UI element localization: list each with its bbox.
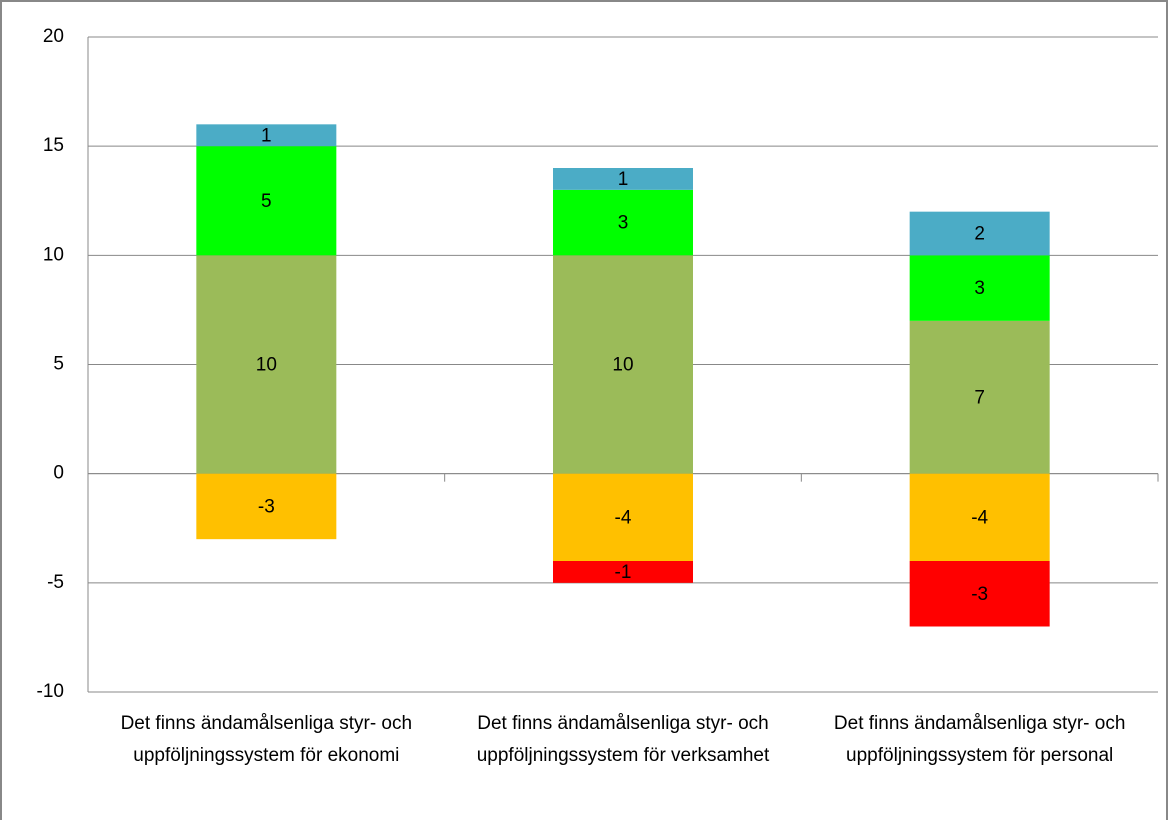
data-label: 1 xyxy=(261,125,272,146)
data-label: 5 xyxy=(261,191,272,212)
y-tick-label: -5 xyxy=(47,572,64,593)
data-label: 7 xyxy=(974,387,985,408)
bar-segment xyxy=(553,255,693,474)
data-label: 1 xyxy=(618,169,629,190)
y-tick-label: 5 xyxy=(53,354,64,375)
bar-segment xyxy=(909,211,1050,256)
bar-segment xyxy=(196,255,337,474)
bar-segment xyxy=(909,561,1050,627)
y-tick-label: -10 xyxy=(37,681,64,702)
bar-segment xyxy=(196,146,337,256)
y-tick-label: 10 xyxy=(43,244,64,265)
data-label: 10 xyxy=(612,355,633,376)
data-label: 2 xyxy=(974,224,985,245)
bar-segment xyxy=(909,255,1050,321)
x-tick-label: Det finns ändamålsenliga styr- och uppfö… xyxy=(833,713,1126,766)
data-label: -3 xyxy=(971,584,988,605)
data-label: -3 xyxy=(258,496,275,517)
x-tick-label: Det finns ändamålsenliga styr- och uppfö… xyxy=(120,713,413,766)
data-label: 3 xyxy=(618,213,629,234)
data-label: -4 xyxy=(615,507,632,528)
bar-segment xyxy=(909,320,1050,474)
data-label: -1 xyxy=(615,562,632,583)
data-label: 3 xyxy=(974,278,985,299)
bar-segment xyxy=(553,473,693,561)
bar-segment xyxy=(553,168,693,190)
y-tick-label: 15 xyxy=(43,135,64,156)
bar-segment xyxy=(909,473,1050,561)
y-tick-label: 0 xyxy=(53,463,64,484)
bar-segment xyxy=(553,189,693,256)
bar-segment xyxy=(553,561,693,583)
bar-segment xyxy=(196,473,337,540)
data-label: -4 xyxy=(971,507,988,528)
y-tick-label: 20 xyxy=(43,26,64,47)
bar-segment xyxy=(196,124,337,147)
x-tick-label: Det finns ändamålsenliga styr- och uppfö… xyxy=(476,713,770,766)
data-label: 10 xyxy=(256,355,277,376)
